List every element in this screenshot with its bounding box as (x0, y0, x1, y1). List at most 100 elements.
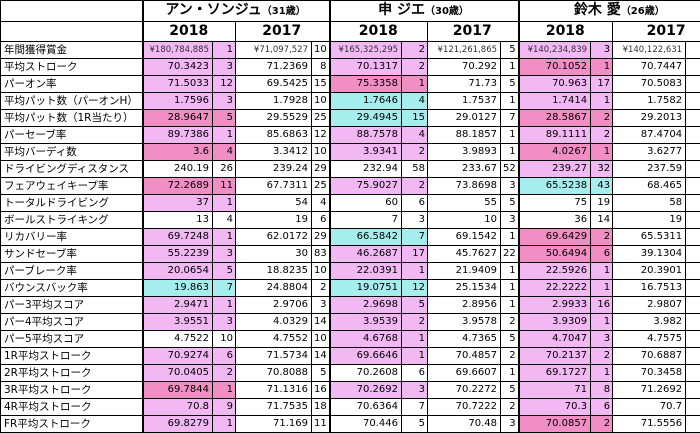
stat-value: 71 (519, 382, 591, 399)
stat-value: 29.2013 (613, 110, 686, 127)
stat-rank: 17 (591, 76, 613, 93)
player-age: （26歳） (621, 6, 665, 17)
stat-label: パーブレーク率 (1, 263, 143, 280)
stat-value: 62.0172 (236, 229, 312, 246)
stat-value: 66.5842 (330, 229, 402, 246)
stat-value: 3.9309 (519, 314, 591, 331)
stat-rank: 12 (312, 127, 330, 144)
stat-rank: 52 (501, 161, 519, 178)
stat-value: 70.6887 (613, 348, 686, 365)
stat-rank: 58 (402, 161, 428, 178)
stat-rank: 5 (213, 263, 236, 280)
stat-rank: 10 (312, 331, 330, 348)
stat-rank: 5 (501, 382, 519, 399)
stat-value: 2.9471 (143, 297, 213, 314)
stat-rank: 3 (213, 59, 236, 76)
stat-label: パー3平均スコア (1, 297, 143, 314)
stat-rank: 6 (312, 212, 330, 229)
stat-rank: 1 (686, 42, 700, 59)
stat-rank: 3 (501, 416, 519, 433)
stat-value: 60 (330, 195, 402, 212)
stat-rank: 10 (312, 263, 330, 280)
stat-value: 70.7222 (428, 399, 501, 416)
stat-label: 年間獲得賞金 (1, 42, 143, 59)
stat-rank: 4 (213, 144, 236, 161)
stat-value: 70.8 (143, 399, 213, 416)
stat-rank: 1 (213, 416, 236, 433)
year-cell: 2018 (143, 22, 236, 42)
stat-value: 71.5734 (236, 348, 312, 365)
stat-value: 4.7575 (613, 331, 686, 348)
stat-label: パー4平均スコア (1, 314, 143, 331)
stat-label: 平均ストローク (1, 59, 143, 76)
stat-value: 4.0329 (236, 314, 312, 331)
stat-rank: 18 (312, 399, 330, 416)
stat-value: 72.2689 (143, 178, 213, 195)
stat-value: 87.4704 (613, 127, 686, 144)
stat-rank: 3 (686, 399, 700, 416)
stat-rank: 4 (686, 144, 700, 161)
stat-rank: 5 (213, 110, 236, 127)
stat-rank: 2 (402, 314, 428, 331)
stat-rank: 11 (312, 416, 330, 433)
stat-value: 69.8279 (143, 416, 213, 433)
stat-rank: 4 (686, 59, 700, 76)
stat-rank: 32 (591, 161, 613, 178)
stat-value: 2.9698 (330, 297, 402, 314)
stat-value: 75 (519, 195, 591, 212)
stat-rank: 3 (213, 246, 236, 263)
year-cell: 2017 (613, 22, 700, 42)
stat-rank: 4 (686, 263, 700, 280)
stat-value: 71.1316 (236, 382, 312, 399)
stat-value: 71.5556 (613, 416, 686, 433)
stat-rank: 10 (312, 144, 330, 161)
player-name: アン・ソンジュ (165, 2, 261, 18)
stat-rank: 1 (501, 297, 519, 314)
stat-rank: 83 (312, 246, 330, 263)
stat-value: 75.3358 (330, 76, 402, 93)
stat-rank: 14 (591, 212, 613, 229)
stat-value: 68.465 (613, 178, 686, 195)
stat-value: 71.5033 (143, 76, 213, 93)
stat-rank: 8 (686, 110, 700, 127)
stat-value: 237.59 (613, 161, 686, 178)
stat-value: 1.7596 (143, 93, 213, 110)
stat-rank: 2 (402, 59, 428, 76)
stat-value: 13 (143, 212, 213, 229)
stat-value: 29.4945 (330, 110, 402, 127)
stat-row: トータルドライビング3715446065557519588 (1, 195, 700, 212)
stat-value: 70.3 (519, 399, 591, 416)
stat-label: リカバリー率 (1, 229, 143, 246)
player-age: （30歳） (425, 6, 469, 17)
stat-value: 2.9706 (236, 297, 312, 314)
stat-rank: 3 (213, 93, 236, 110)
stat-label: ボールストライキング (1, 212, 143, 229)
stat-value: 69.6646 (330, 348, 402, 365)
stat-rank: 2 (686, 93, 700, 110)
stat-value: 71.2692 (613, 382, 686, 399)
stat-rank: 1 (402, 331, 428, 348)
stat-label: バウンスバック率 (1, 280, 143, 297)
stat-value: 85.6863 (236, 127, 312, 144)
stat-label: パーセーブ率 (1, 127, 143, 144)
stat-rank: 4 (402, 127, 428, 144)
stat-value: 3.6277 (613, 144, 686, 161)
stat-value: 4.7365 (428, 331, 501, 348)
stat-value: 21.9409 (428, 263, 501, 280)
stat-value: 70.6364 (330, 399, 402, 416)
stat-rank: 1 (213, 42, 236, 59)
stat-rank: 26 (213, 161, 236, 178)
stat-rank: 2 (591, 127, 613, 144)
stat-value: 65.5311 (613, 229, 686, 246)
stat-rank: 37 (686, 161, 700, 178)
stat-rank: 2 (402, 42, 428, 59)
stat-rank: 1 (591, 93, 613, 110)
stat-value: 70.3423 (143, 59, 213, 76)
